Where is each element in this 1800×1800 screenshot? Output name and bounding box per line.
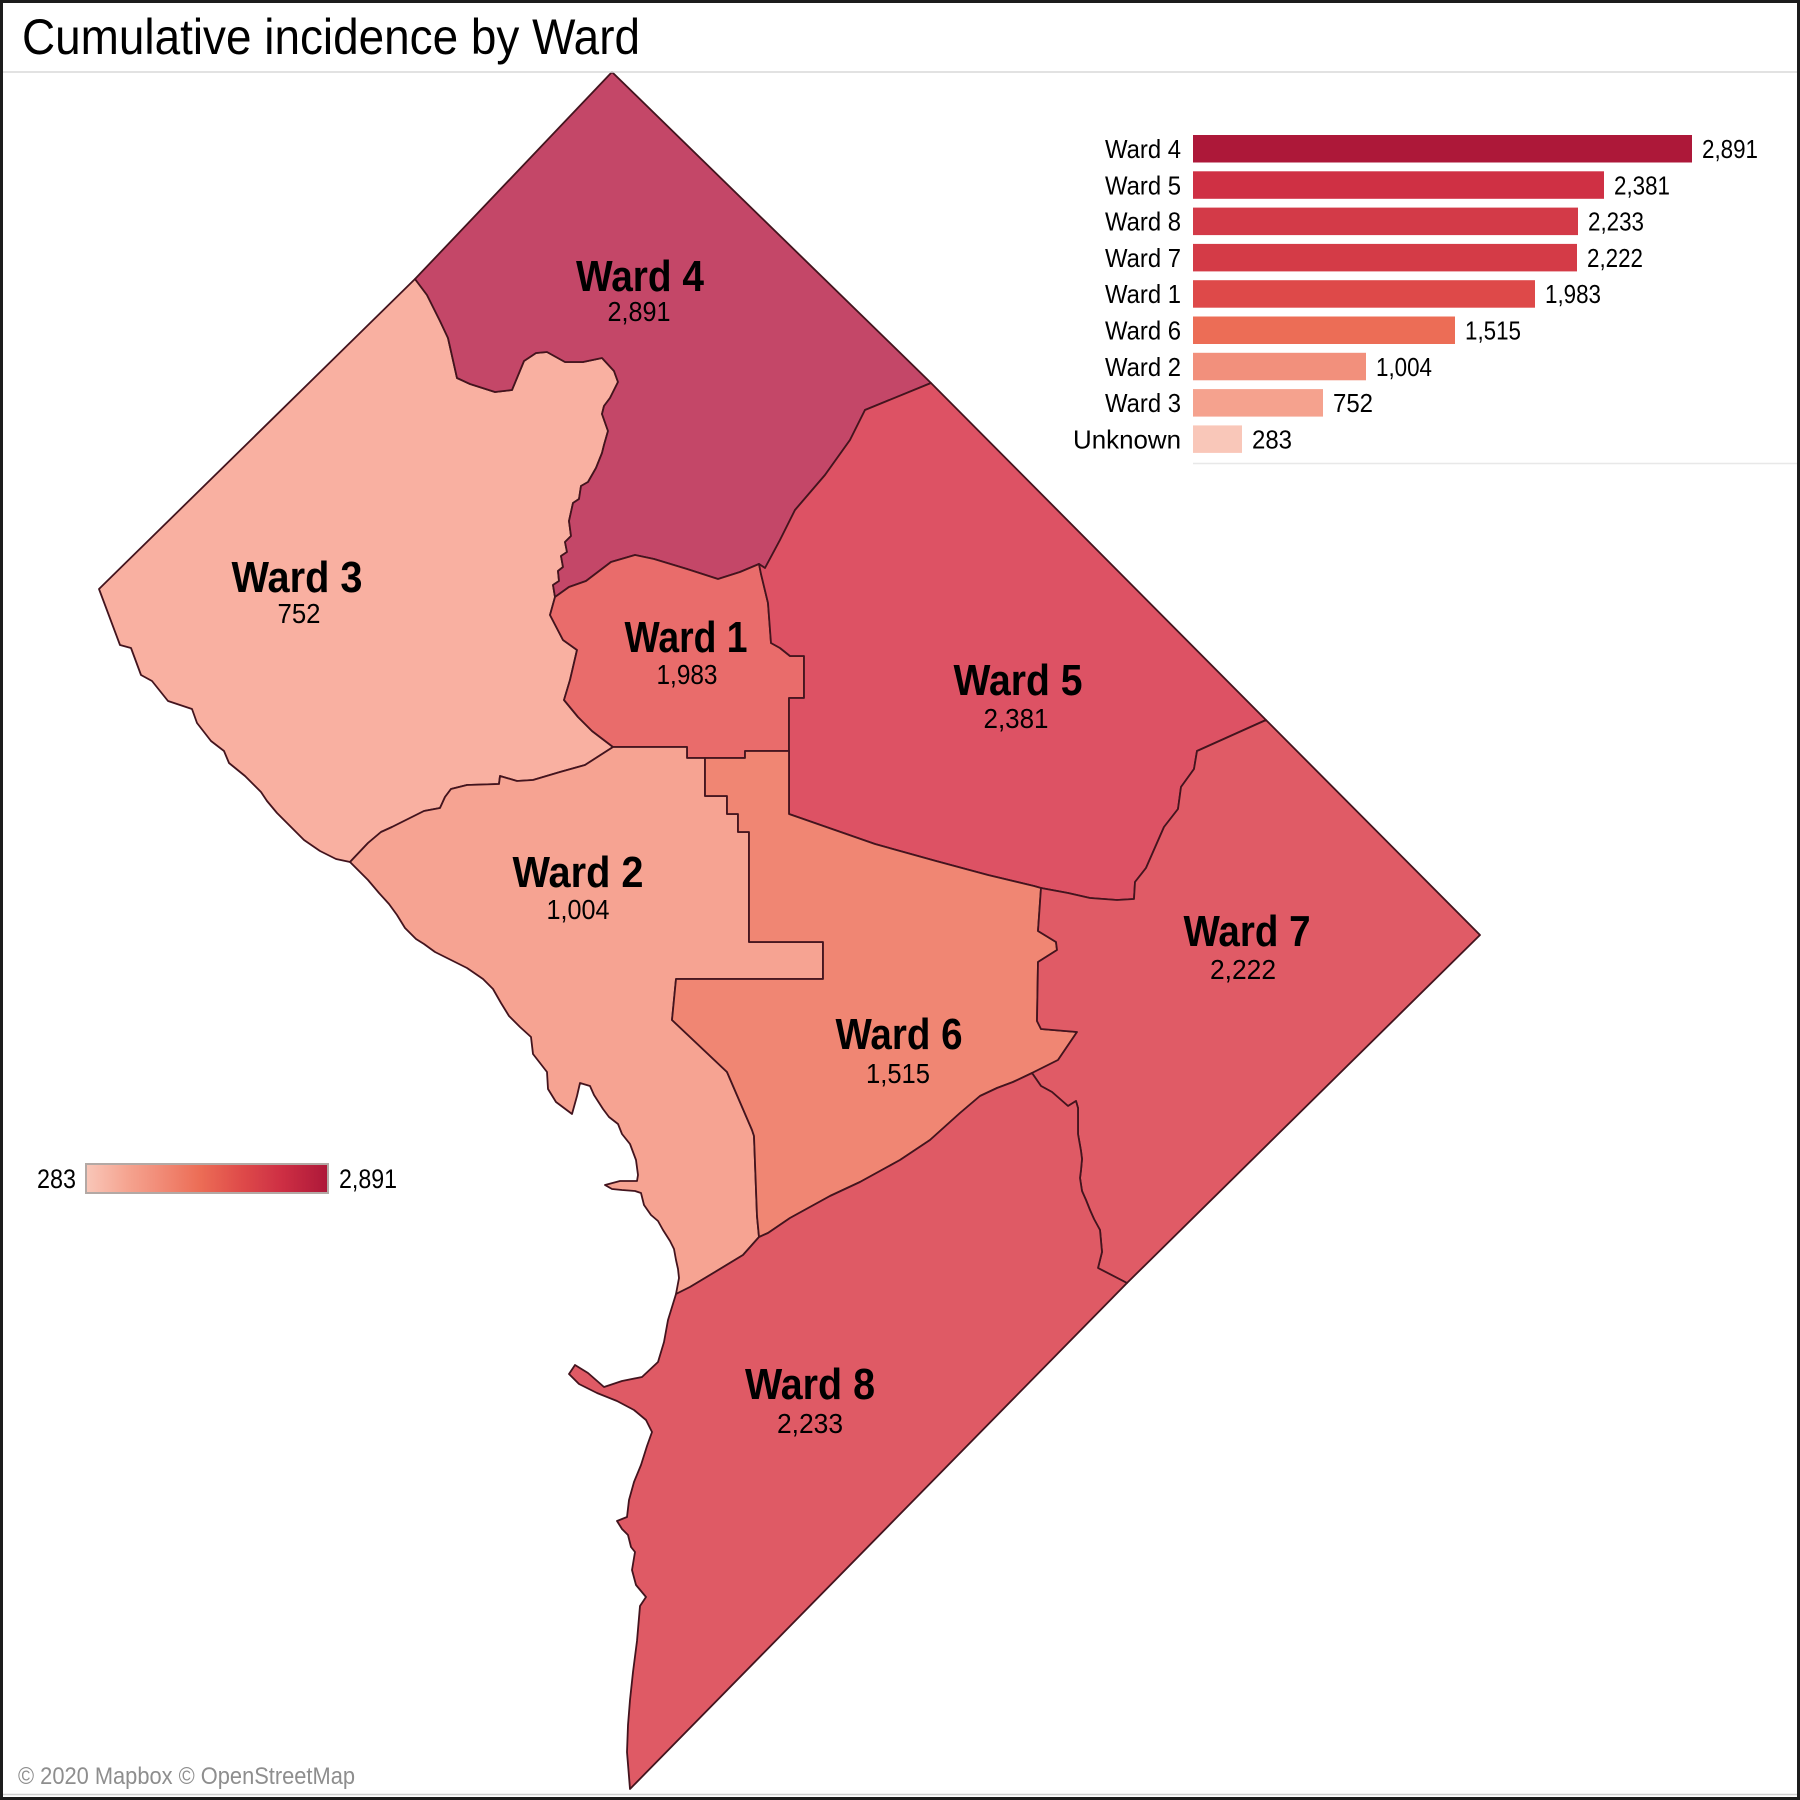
- svg-text:Ward 8: Ward 8: [745, 1360, 875, 1409]
- svg-text:Ward 2: Ward 2: [1105, 352, 1181, 382]
- svg-text:Unknown: Unknown: [1073, 424, 1181, 454]
- svg-text:Ward 3: Ward 3: [232, 553, 363, 602]
- svg-text:2,222: 2,222: [1587, 243, 1643, 273]
- svg-text:752: 752: [278, 598, 321, 629]
- svg-text:2,891: 2,891: [1702, 134, 1758, 164]
- svg-text:1,983: 1,983: [657, 659, 718, 690]
- svg-text:1,004: 1,004: [1376, 352, 1432, 382]
- svg-text:2,233: 2,233: [777, 1408, 843, 1439]
- svg-text:2,222: 2,222: [1210, 954, 1276, 985]
- svg-text:Ward 2: Ward 2: [513, 848, 644, 897]
- svg-text:Ward 5: Ward 5: [954, 656, 1083, 705]
- svg-text:Ward 4: Ward 4: [1105, 134, 1181, 164]
- svg-text:Ward 8: Ward 8: [1105, 207, 1181, 237]
- svg-text:Ward 5: Ward 5: [1105, 170, 1181, 200]
- svg-text:Cumulative incidence by Ward: Cumulative incidence by Ward: [22, 9, 640, 65]
- svg-text:Ward 7: Ward 7: [1184, 907, 1311, 956]
- svg-text:2,381: 2,381: [1614, 170, 1670, 200]
- svg-text:1,983: 1,983: [1545, 279, 1601, 309]
- svg-text:Ward 1: Ward 1: [625, 613, 748, 662]
- svg-text:Ward 4: Ward 4: [576, 252, 704, 301]
- svg-text:2,381: 2,381: [984, 703, 1049, 734]
- svg-text:Ward 3: Ward 3: [1105, 388, 1181, 418]
- svg-text:Ward 6: Ward 6: [836, 1010, 963, 1059]
- svg-text:2,891: 2,891: [339, 1164, 397, 1194]
- svg-text:© 2020 Mapbox © OpenStreetMap: © 2020 Mapbox © OpenStreetMap: [18, 1763, 355, 1790]
- svg-text:Ward 7: Ward 7: [1105, 243, 1181, 273]
- svg-text:283: 283: [37, 1164, 76, 1194]
- svg-text:1,515: 1,515: [866, 1058, 930, 1089]
- svg-text:Ward 1: Ward 1: [1105, 279, 1181, 309]
- svg-text:Ward 6: Ward 6: [1105, 316, 1181, 346]
- svg-text:283: 283: [1252, 424, 1292, 454]
- svg-text:2,233: 2,233: [1588, 207, 1644, 237]
- svg-text:1,004: 1,004: [547, 894, 610, 925]
- svg-text:2,891: 2,891: [608, 296, 671, 327]
- svg-text:752: 752: [1333, 388, 1373, 418]
- svg-text:1,515: 1,515: [1465, 316, 1521, 346]
